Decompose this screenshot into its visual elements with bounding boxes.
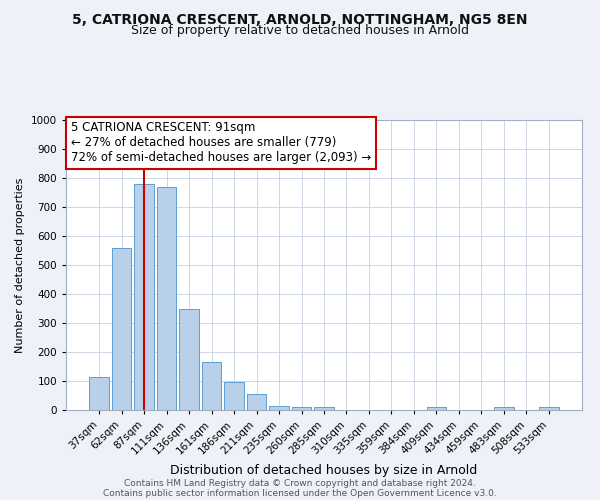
Bar: [157, 186, 176, 410]
Bar: [89, 376, 109, 410]
Bar: [539, 407, 559, 410]
Bar: [269, 406, 289, 410]
Bar: [202, 362, 221, 410]
Text: 5 CATRIONA CRESCENT: 91sqm
← 27% of detached houses are smaller (779)
72% of sem: 5 CATRIONA CRESCENT: 91sqm ← 27% of deta…: [71, 122, 371, 164]
Bar: [134, 184, 154, 410]
Bar: [314, 407, 334, 410]
Text: 5, CATRIONA CRESCENT, ARNOLD, NOTTINGHAM, NG5 8EN: 5, CATRIONA CRESCENT, ARNOLD, NOTTINGHAM…: [72, 12, 528, 26]
Bar: [292, 407, 311, 410]
Bar: [179, 309, 199, 410]
Text: Size of property relative to detached houses in Arnold: Size of property relative to detached ho…: [131, 24, 469, 37]
Text: Contains public sector information licensed under the Open Government Licence v3: Contains public sector information licen…: [103, 488, 497, 498]
Y-axis label: Number of detached properties: Number of detached properties: [15, 178, 25, 352]
Bar: [494, 407, 514, 410]
Bar: [427, 406, 446, 410]
Text: Contains HM Land Registry data © Crown copyright and database right 2024.: Contains HM Land Registry data © Crown c…: [124, 478, 476, 488]
Bar: [112, 248, 131, 410]
Bar: [224, 382, 244, 410]
X-axis label: Distribution of detached houses by size in Arnold: Distribution of detached houses by size …: [170, 464, 478, 477]
Bar: [247, 394, 266, 410]
